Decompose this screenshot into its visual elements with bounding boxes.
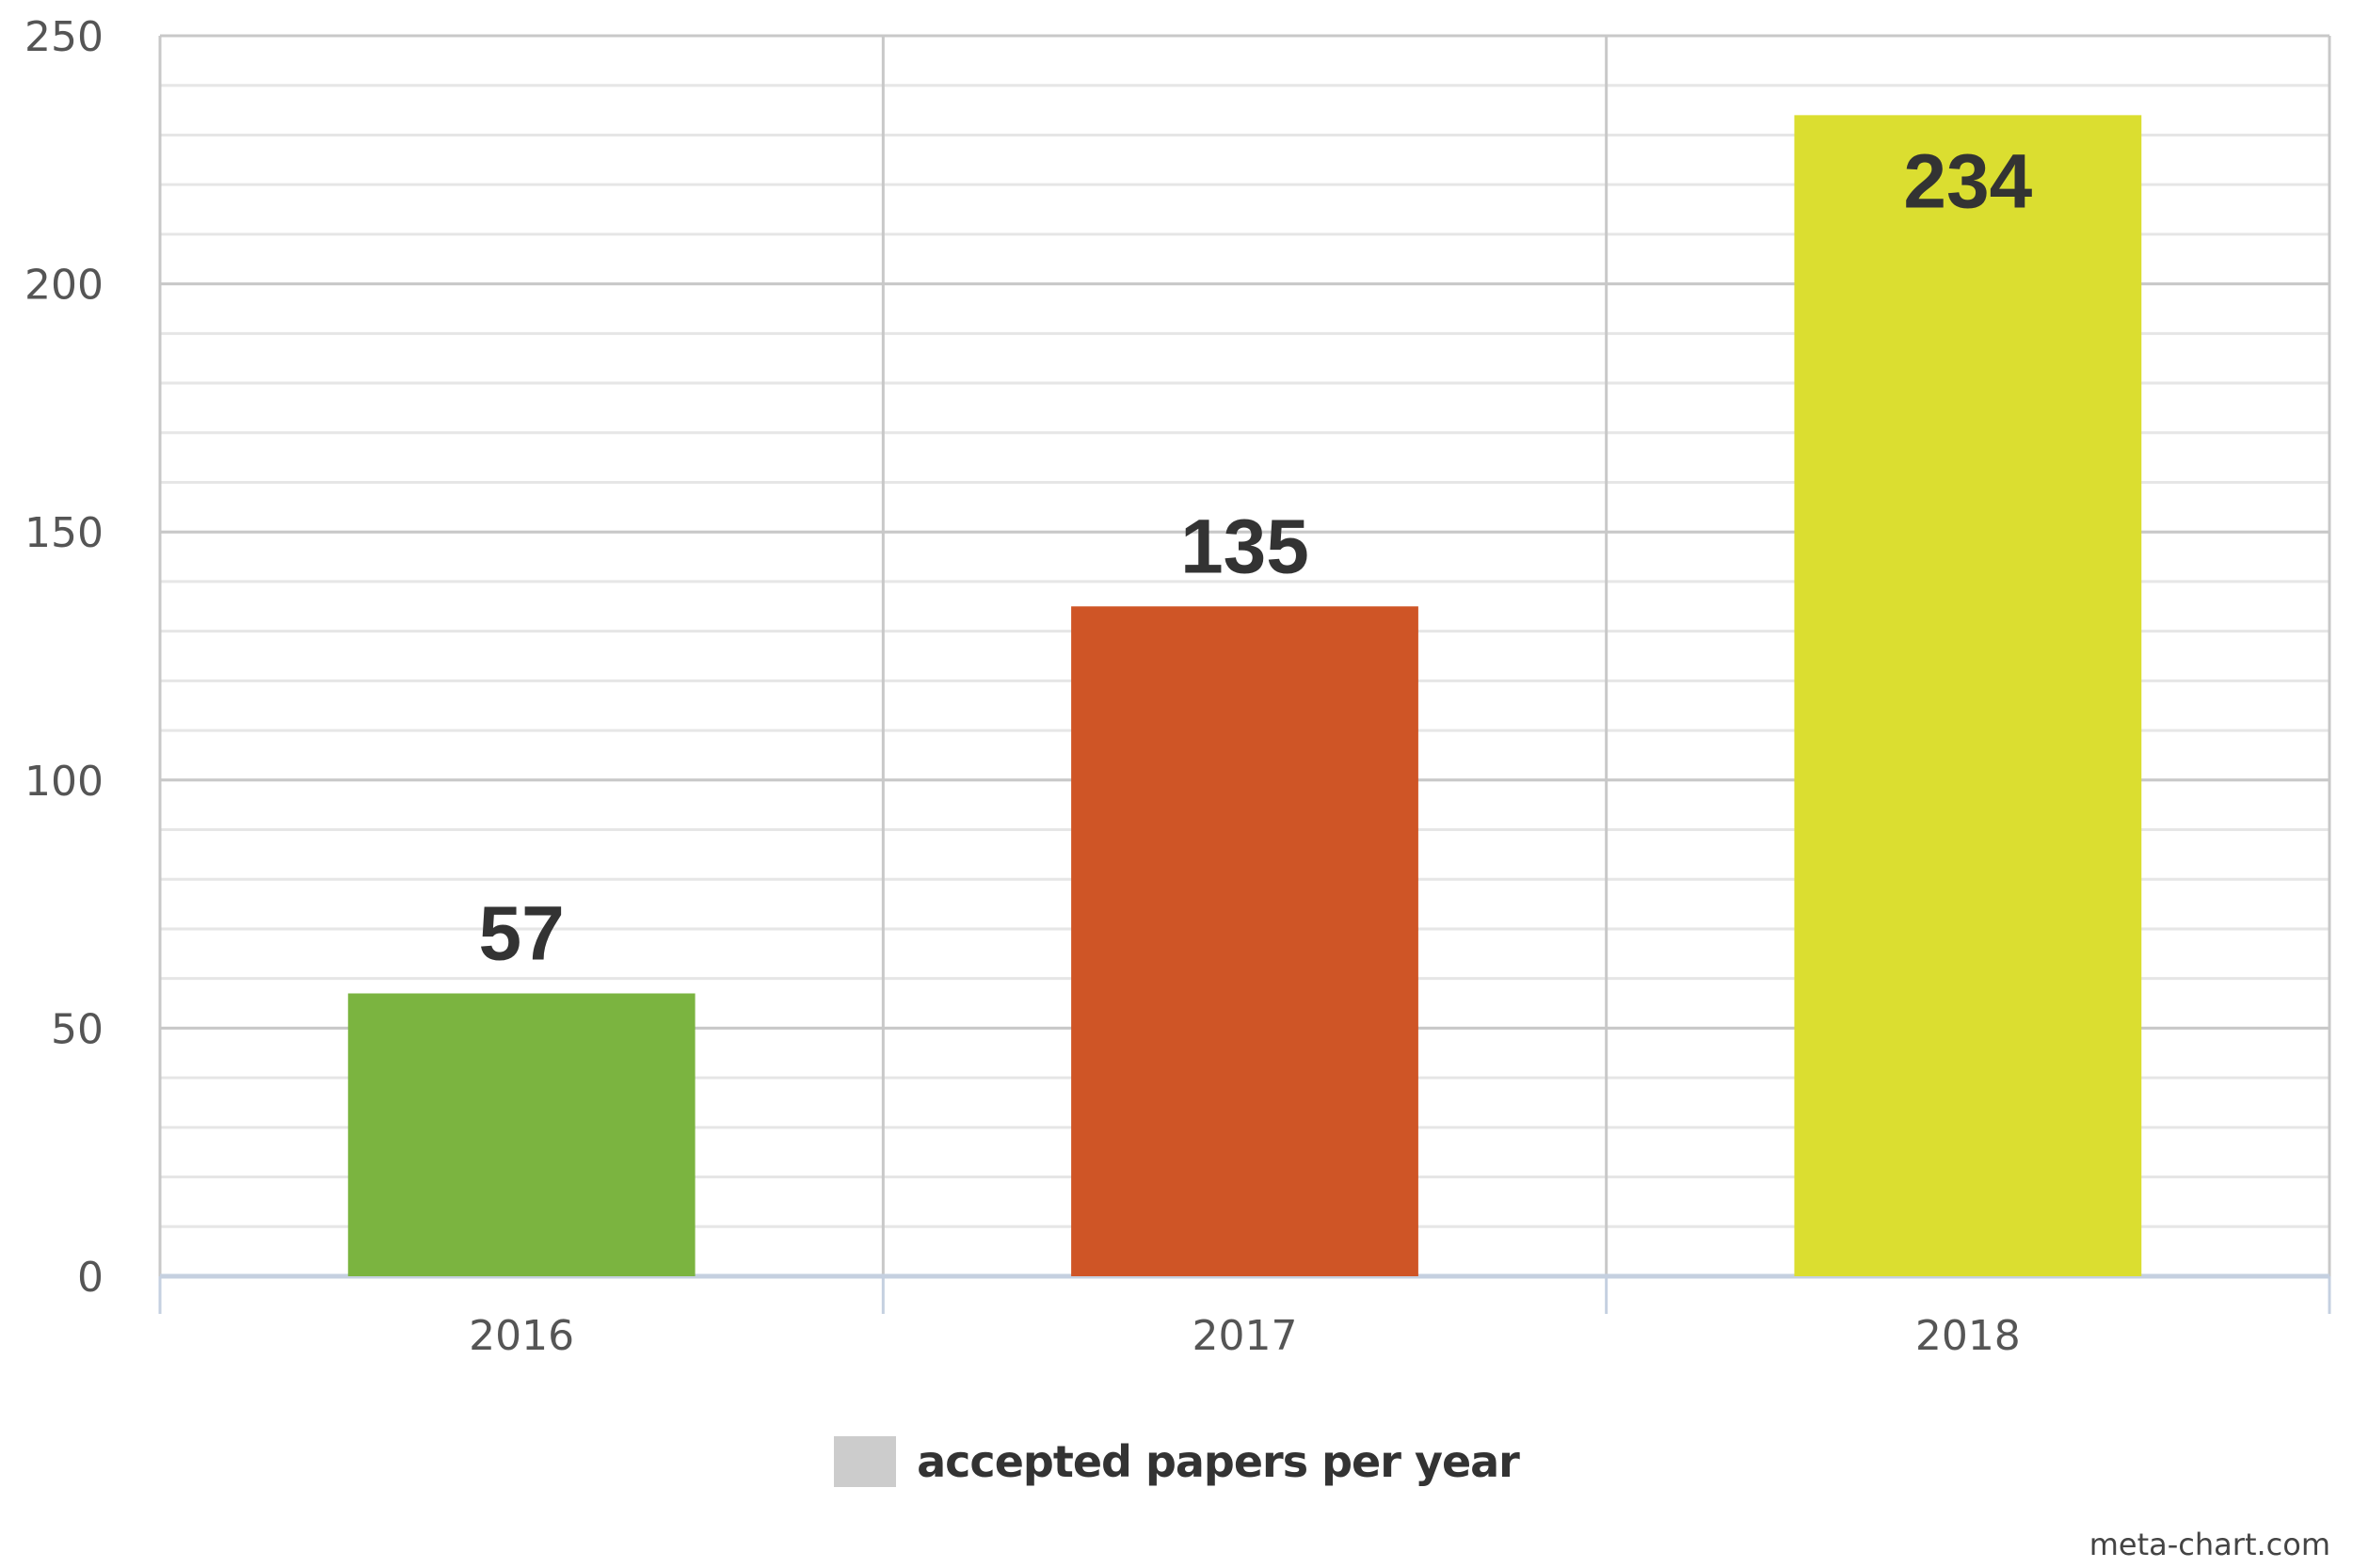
data-label-2018: 234 [1903,138,2032,224]
bar-2017[interactable] [1071,606,1418,1276]
y-tick-label: 50 [51,1005,104,1053]
bar-2018[interactable] [1794,115,2142,1276]
labels: 0 50 100 150 200 250 57 2016 135 2017 234 2018 [24,13,2033,1360]
y-tick-label: 250 [24,13,104,61]
data-label-2016: 57 [479,890,565,976]
bar-2016[interactable] [347,993,696,1276]
data-label-2017: 135 [1180,504,1309,589]
y-tick-label: 0 [77,1254,104,1302]
y-tick-label: 150 [24,509,104,557]
x-tick-label: 2016 [469,1312,574,1360]
x-tick-label: 2017 [1193,1312,1298,1360]
x-tick-label: 2018 [1915,1312,2021,1360]
y-tick-label: 200 [24,262,104,310]
legend: accepted papers per year [0,1436,2353,1487]
legend-swatch [834,1436,897,1487]
y-tick-label: 100 [24,758,104,806]
credit-text[interactable]: meta-chart.com [2089,1527,2330,1562]
axes [158,1273,2331,1314]
legend-label: accepted papers per year [917,1436,1520,1487]
bars [347,115,2142,1276]
